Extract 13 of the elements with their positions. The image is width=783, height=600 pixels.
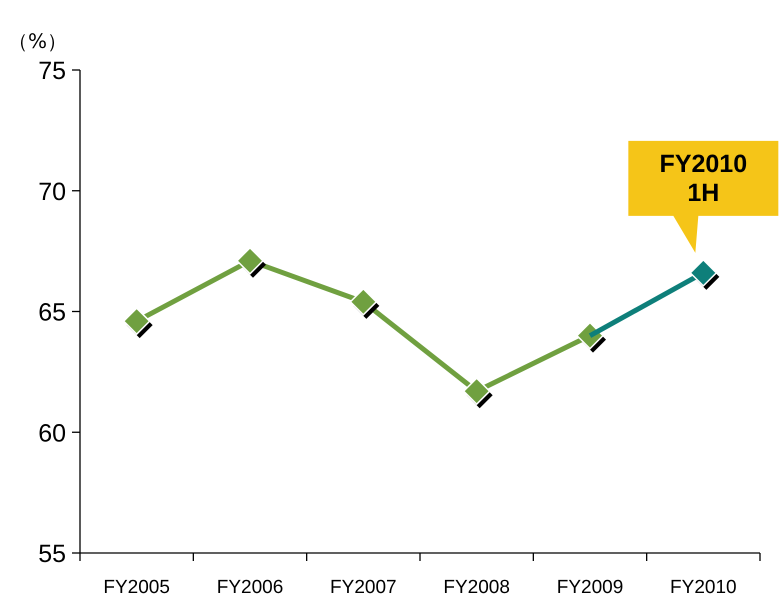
y-tick-label: 75 [38, 57, 66, 85]
x-tick-label: FY2009 [556, 577, 624, 598]
y-tick-label: 65 [38, 298, 66, 326]
annotation: FY2010 1H [660, 150, 748, 207]
y-tick-label: 55 [38, 540, 66, 568]
x-tick-label: FY2007 [330, 577, 397, 598]
x-tick-label: FY2010 [670, 577, 737, 598]
x-tick-label: FY2005 [103, 577, 170, 598]
y-tick-label: 60 [38, 419, 66, 448]
y-tick-label: 70 [38, 178, 66, 206]
y-axis-title: （%） [8, 29, 68, 53]
x-tick-label: FY2006 [216, 577, 284, 598]
x-tick-label: FY2008 [443, 577, 510, 598]
